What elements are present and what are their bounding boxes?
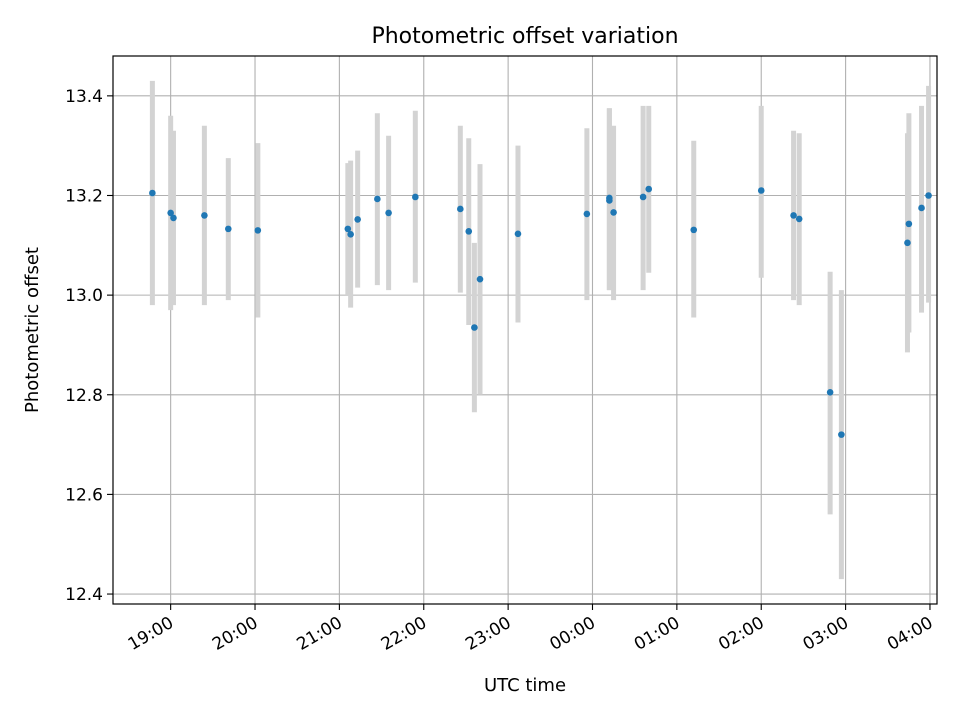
chart-title: Photometric offset variation [371,24,678,49]
data-point [639,193,647,201]
data-point [465,228,473,235]
data-point [583,210,591,218]
data-point [201,212,208,219]
data-point [645,185,653,193]
data-point [170,214,177,222]
data-point [690,226,698,234]
x-axis-label: UTC time [484,675,566,696]
data-point [790,212,797,219]
data-point [344,225,352,233]
data-point [918,204,925,212]
data-point [757,187,765,194]
y-tick-label: 12.8 [65,386,103,406]
data-point [347,231,354,238]
data-point [904,239,911,247]
y-tick-label: 13.2 [65,186,103,206]
y-tick-label: 12.6 [65,485,103,505]
data-point [254,227,262,234]
data-point [514,230,522,238]
data-point [476,275,484,283]
data-point [167,209,174,217]
data-point [795,215,803,223]
data-point [925,192,932,199]
data-point [471,324,478,331]
data-point [149,189,156,197]
data-point [412,193,419,201]
data-point [354,216,361,223]
data-point [457,205,464,213]
data-point [385,209,392,217]
y-tick-label: 13.0 [65,286,103,306]
y-axis-label: Photometric offset [22,247,43,413]
data-point [610,209,617,216]
plot-frame [112,55,938,605]
data-point [905,220,913,228]
data-point [225,225,232,233]
data-point [838,431,845,438]
data-points [149,185,932,438]
data-point [606,194,613,202]
y-tick-label: 12.4 [65,585,103,605]
data-point [826,388,834,396]
y-tick-label: 13.4 [65,87,103,107]
data-point [374,195,381,203]
